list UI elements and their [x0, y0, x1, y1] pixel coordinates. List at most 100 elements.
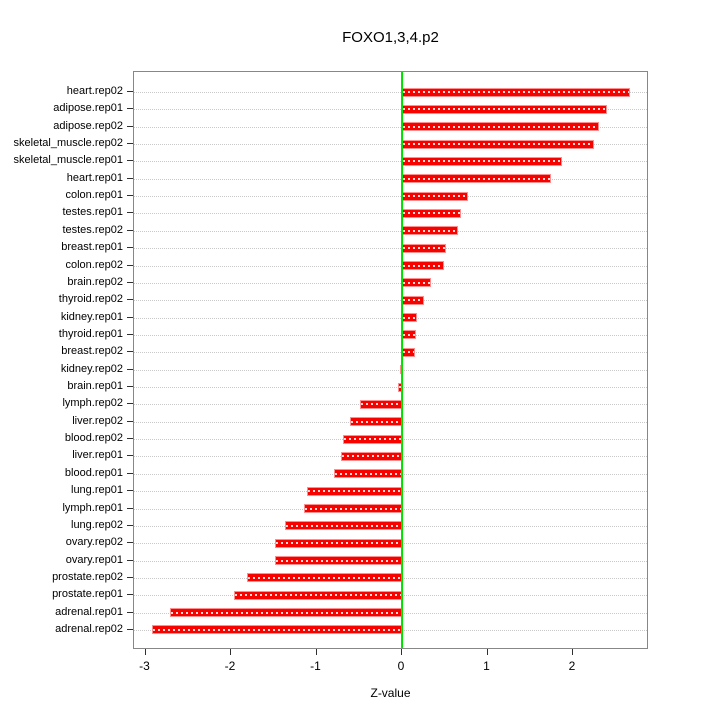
- y-axis-label: prostate.rep02: [52, 570, 123, 583]
- y-axis-label: testes.rep01: [62, 206, 123, 219]
- bar-lung.rep01: [307, 486, 402, 496]
- y-axis-tick: [127, 524, 133, 526]
- bar-heart.rep01: [402, 174, 551, 184]
- bar-blood.rep01: [333, 469, 402, 479]
- zero-reference-line: [401, 72, 403, 648]
- y-axis-label: blood.rep01: [64, 466, 123, 479]
- bar-adipose.rep01: [402, 104, 608, 114]
- y-axis-label: blood.rep02: [64, 432, 123, 445]
- bar-colon.rep01: [402, 191, 468, 201]
- y-axis-tick: [127, 351, 133, 353]
- y-axis-label: lung.rep02: [71, 518, 123, 531]
- y-axis-tick: [127, 281, 133, 283]
- bar-blood.rep02: [343, 434, 402, 444]
- y-axis-label: liver.rep02: [72, 414, 123, 427]
- y-axis-label: adipose.rep02: [53, 119, 123, 132]
- gridline: [134, 317, 647, 319]
- bar-liver.rep01: [341, 451, 402, 461]
- y-axis-tick: [127, 91, 133, 92]
- bar-brain.rep02: [402, 278, 432, 288]
- bar-prostate.rep02: [247, 573, 402, 583]
- bar-prostate.rep01: [234, 590, 402, 600]
- y-axis-label: breast.rep02: [61, 345, 123, 358]
- y-axis-label: skeletal_muscle.rep01: [13, 154, 123, 167]
- gridline: [134, 265, 647, 267]
- y-axis-tick: [127, 177, 133, 179]
- y-axis-tick: [127, 420, 133, 422]
- x-axis-tick: [315, 649, 317, 655]
- y-axis-tick: [127, 455, 133, 457]
- y-axis-tick: [127, 386, 133, 388]
- x-axis-tick-label: -1: [310, 659, 321, 673]
- y-axis-label: thyroid.rep01: [58, 327, 123, 340]
- y-axis-tick: [127, 628, 133, 630]
- y-axis-label: brain.rep01: [67, 380, 123, 393]
- gridline: [134, 334, 647, 336]
- y-axis-label: kidney.rep01: [60, 310, 123, 323]
- gridline: [134, 300, 647, 302]
- gridline: [134, 161, 647, 163]
- gridline: [134, 92, 647, 93]
- y-axis-tick: [127, 611, 133, 613]
- gridline: [134, 144, 647, 146]
- y-axis-label: prostate.rep01: [52, 588, 123, 601]
- x-axis-tick: [572, 649, 573, 655]
- y-axis-label: lymph.rep02: [62, 397, 123, 410]
- y-axis-tick: [127, 490, 133, 492]
- y-axis-label: ovary.rep01: [65, 553, 123, 566]
- y-axis-tick: [127, 438, 133, 440]
- bar-ovary.rep02: [275, 538, 402, 548]
- bar-testes.rep01: [402, 208, 461, 218]
- y-axis-tick: [127, 195, 133, 197]
- gridline: [134, 230, 647, 232]
- gridline: [134, 196, 647, 198]
- y-axis-label: liver.rep01: [72, 449, 123, 462]
- y-axis-tick: [127, 108, 133, 110]
- y-axis: heart.rep02 adipose.rep01 adipose.rep02 ske…: [0, 71, 133, 649]
- y-axis-label: heart.rep01: [66, 171, 123, 184]
- y-axis-label: lung.rep01: [71, 484, 123, 497]
- bar-colon.rep02: [402, 261, 444, 271]
- y-axis-label: adrenal.rep01: [55, 605, 123, 618]
- bar-lymph.rep01: [303, 504, 402, 513]
- y-axis-tick: [127, 559, 133, 561]
- x-axis-tick: [144, 649, 146, 655]
- chart-title: FOXO1,3,4.p2: [342, 29, 439, 46]
- x-axis-tick-label: -2: [224, 659, 236, 673]
- x-axis-tick: [230, 649, 231, 655]
- gridline: [134, 248, 647, 250]
- y-axis-tick: [127, 316, 133, 318]
- y-axis-tick: [127, 143, 133, 145]
- gridline: [134, 282, 647, 284]
- y-axis-label: testes.rep02: [62, 223, 123, 236]
- y-axis-tick: [127, 576, 133, 578]
- bar-thyroid.rep01: [402, 330, 416, 340]
- y-axis-label: heart.rep02: [66, 85, 123, 97]
- y-axis-tick: [127, 229, 133, 231]
- x-axis-tick-label: 2: [568, 659, 576, 673]
- bar-lymph.rep02: [360, 399, 402, 409]
- gridline: [134, 352, 647, 354]
- bar-thyroid.rep02: [402, 295, 425, 305]
- y-axis-label: ovary.rep02: [65, 536, 123, 549]
- y-axis-label: kidney.rep02: [60, 362, 123, 375]
- x-axis-tick-label: 0: [397, 659, 405, 673]
- x-axis-tick-label: 1: [483, 659, 490, 673]
- bar-breast.rep01: [402, 243, 446, 253]
- gridline: [134, 387, 647, 389]
- x-axis-tick-label: -3: [139, 659, 150, 673]
- x-axis-tick: [486, 649, 488, 655]
- x-axis-title: Z-value: [370, 686, 411, 700]
- plot-area: [133, 71, 648, 649]
- bar-adipose.rep02: [402, 122, 599, 132]
- bar-heart.rep02: [402, 87, 631, 97]
- y-axis-tick: [127, 333, 133, 335]
- bar-breast.rep02: [402, 347, 415, 357]
- bar-skeletal_muscle.rep02: [402, 139, 594, 149]
- y-axis-label: colon.rep01: [65, 189, 124, 202]
- bar-skeletal_muscle.rep01: [402, 156, 562, 166]
- bar-adrenal.rep01: [170, 608, 402, 618]
- bar-testes.rep02: [402, 226, 459, 236]
- y-axis-label: skeletal_muscle.rep02: [13, 137, 123, 150]
